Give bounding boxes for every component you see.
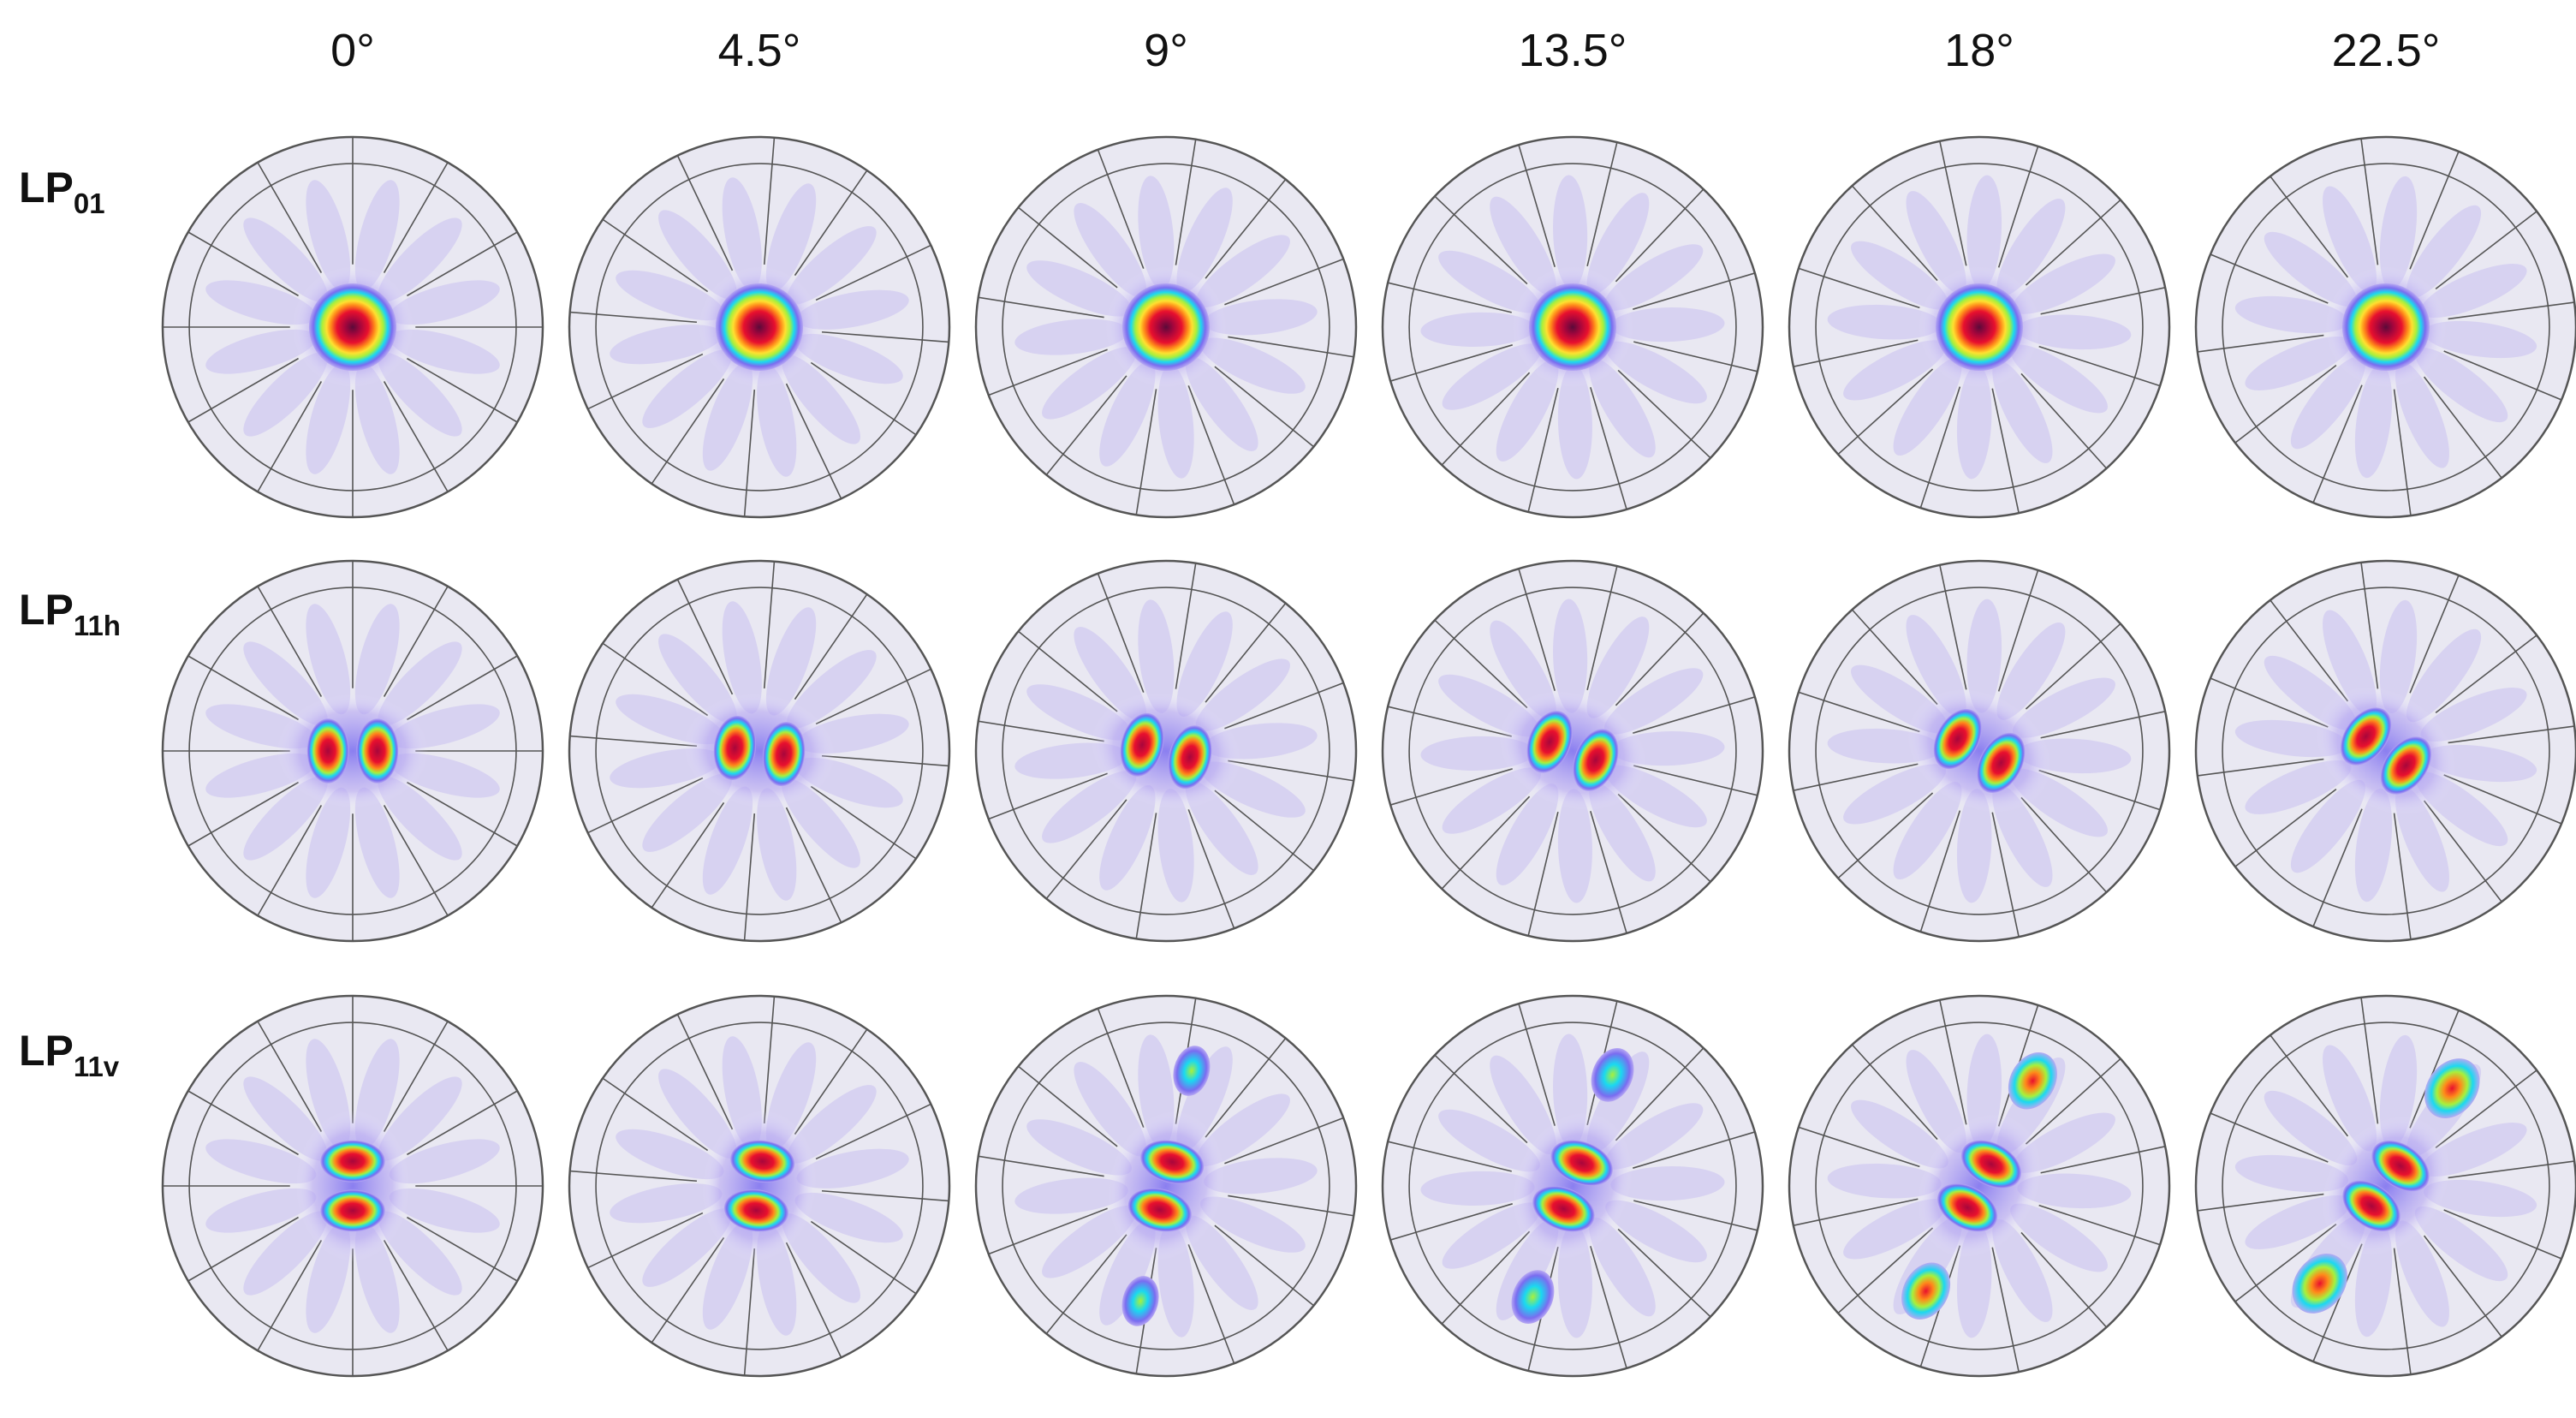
mode-panel-11h-1 — [568, 559, 951, 943]
row-mode: LP — [19, 586, 74, 634]
row-subscript: 01 — [73, 188, 105, 220]
fiber-ring — [595, 587, 924, 915]
intensity-core — [698, 265, 821, 389]
fiber-ring — [1408, 1022, 1737, 1350]
mode-panel-01-4 — [1788, 135, 2171, 519]
intensity-core — [2292, 1058, 2480, 1314]
fiber-spokes — [1387, 141, 1758, 513]
fiber-ring — [1408, 163, 1737, 492]
fiber-ring — [1815, 1022, 2144, 1350]
fiber-ring — [2222, 1022, 2550, 1350]
row-label-lp01: LP01 — [19, 163, 105, 220]
intensity-core — [1901, 1052, 2057, 1320]
intensity-core — [1907, 688, 2052, 813]
fiber-spokes — [569, 561, 949, 941]
row-subscript: 11h — [73, 610, 121, 642]
column-label-2: 9° — [1144, 25, 1188, 76]
mode-panel-01-2 — [974, 135, 1358, 519]
fiber-ring — [1002, 163, 1330, 492]
intensity-core — [1498, 690, 1647, 812]
column-label-1: 4.5° — [717, 25, 801, 76]
intensity-core — [291, 265, 414, 389]
fiber-ring — [1002, 1022, 1330, 1350]
mode-panel-11v-0 — [161, 994, 544, 1378]
column-label-4: 18° — [1944, 25, 2014, 76]
field-petals — [1827, 175, 2132, 480]
fiber-ring — [2222, 163, 2550, 492]
field-petals — [205, 180, 500, 474]
column-label-0: 0° — [330, 25, 375, 76]
mode-panel-11v-5 — [2194, 994, 2576, 1378]
intensity-core — [1511, 265, 1634, 389]
mode-panel-01-1 — [568, 135, 951, 519]
mode-panel-11h-3 — [1381, 559, 1764, 943]
mode-panel-11v-3 — [1381, 994, 1764, 1378]
column-label-5: 22.5° — [2331, 25, 2441, 76]
fiber-spokes — [2197, 138, 2575, 516]
row-label-lp11h: LP11h — [19, 585, 121, 642]
intensity-core — [701, 1110, 818, 1262]
field-petals — [2234, 176, 2537, 479]
mode-panel-01-0 — [161, 135, 544, 519]
mode-panel-01-5 — [2194, 135, 2576, 519]
fiber-spokes — [163, 561, 543, 941]
fiber-spokes — [978, 139, 1354, 515]
intensity-core — [1107, 1046, 1225, 1326]
fiber-ring — [595, 1022, 924, 1350]
fiber-ring — [2222, 587, 2550, 915]
intensity-core — [1511, 1048, 1634, 1324]
mode-panel-11h-5 — [2194, 559, 2576, 943]
intensity-core — [277, 694, 429, 808]
mode-panel-11h-4 — [1788, 559, 2171, 943]
field-petals — [1420, 175, 1725, 480]
intensity-core — [1091, 692, 1241, 810]
field-petals — [610, 177, 909, 477]
fiber-ring — [1408, 587, 1737, 915]
intensity-core — [1104, 265, 1228, 389]
row-mode: LP — [19, 164, 74, 212]
intensity-core — [2316, 686, 2456, 816]
row-label-lp11v: LP11v — [19, 1026, 119, 1083]
fiber-spokes — [163, 137, 543, 517]
fiber-spokes — [1793, 140, 2166, 514]
fiber-ring — [1815, 587, 2144, 915]
fiber-spokes — [2197, 997, 2575, 1375]
mode-panel-11v-1 — [568, 994, 951, 1378]
row-subscript: 11v — [73, 1051, 120, 1083]
mode-panel-11v-2 — [974, 994, 1358, 1378]
field-petals — [1014, 176, 1318, 479]
fiber-spokes — [978, 563, 1354, 939]
intensity-core — [295, 1110, 410, 1262]
fiber-spokes — [163, 996, 543, 1376]
fiber-ring — [1002, 587, 1330, 915]
mode-panel-11h-0 — [161, 559, 544, 943]
fiber-spokes — [1793, 564, 2166, 938]
fiber-ring — [1815, 163, 2144, 492]
intensity-core — [683, 693, 836, 809]
mode-panel-11v-4 — [1788, 994, 2171, 1378]
fiber-ring — [595, 163, 924, 492]
intensity-core — [1918, 265, 2041, 389]
column-label-3: 13.5° — [1518, 25, 1627, 76]
row-mode: LP — [19, 1027, 74, 1075]
mode-panel-11h-2 — [974, 559, 1358, 943]
fiber-spokes — [1387, 565, 1758, 937]
fiber-spokes — [569, 137, 949, 517]
fiber-spokes — [569, 996, 949, 1376]
mode-panel-01-3 — [1381, 135, 1764, 519]
intensity-core — [2324, 265, 2448, 389]
fiber-spokes — [2197, 562, 2575, 940]
